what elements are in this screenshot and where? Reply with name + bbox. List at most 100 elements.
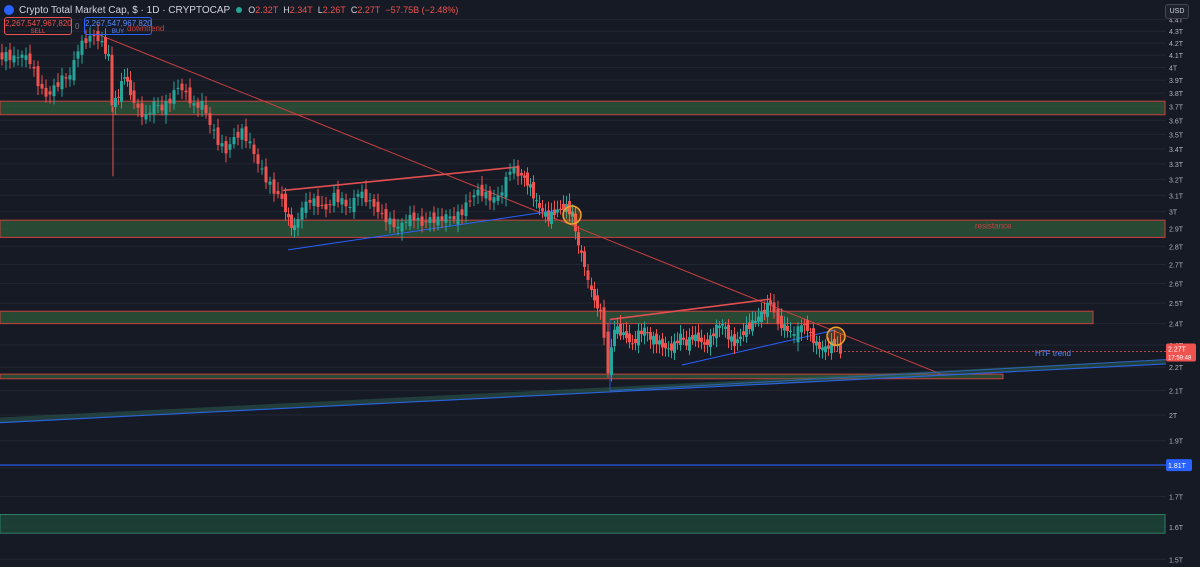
candle-body: [818, 342, 821, 349]
candle-body: [88, 35, 92, 42]
candle-body: [694, 334, 697, 341]
candle-body: [460, 209, 464, 216]
candle-body: [356, 194, 360, 197]
candle-body: [748, 322, 751, 330]
candle-body: [144, 113, 148, 120]
candle-body: [547, 210, 550, 222]
y-tick-label: 2.7T: [1169, 263, 1184, 270]
candle-body: [290, 214, 293, 228]
y-tick-label: 2.2T: [1169, 365, 1184, 372]
candle-body: [476, 189, 480, 196]
candle-body: [532, 181, 535, 199]
current-price-tag: [1166, 343, 1196, 362]
countdown-label: 17:59:48: [1168, 356, 1192, 362]
candle-body: [164, 100, 168, 116]
y-tick-label: 3.4T: [1169, 147, 1184, 154]
candle-body: [766, 302, 769, 317]
candle-body: [328, 204, 332, 206]
candle-body: [107, 53, 110, 57]
candle-body: [60, 75, 64, 90]
candle-body: [736, 339, 739, 344]
candle-body: [188, 87, 192, 104]
candle-body: [40, 83, 44, 89]
candle-body: [745, 324, 748, 337]
current-price-label: 2.27T: [1168, 347, 1187, 354]
annotations: downtrend resistance HTF trend: [127, 24, 1071, 358]
annotation-label: downtrend: [127, 24, 164, 33]
price-zone: [0, 514, 1166, 534]
candle-body: [364, 189, 368, 203]
candle-body: [661, 338, 664, 348]
candle-body: [276, 190, 280, 195]
candle-body: [649, 332, 652, 340]
candle-body: [480, 184, 484, 197]
candle-body: [216, 127, 220, 145]
candle-body: [574, 213, 577, 232]
candle-body: [776, 309, 780, 325]
candle-body: [670, 343, 673, 351]
candle-body: [212, 129, 216, 131]
candle-body: [733, 334, 736, 347]
candle-body: [468, 200, 472, 202]
annotation-label: resistance: [975, 222, 1012, 231]
candle-body: [260, 168, 264, 170]
candle-body: [368, 200, 372, 202]
sell-button[interactable]: 2,267,547,967,820 SELL: [4, 17, 72, 35]
candle-body: [640, 330, 643, 335]
currency-selector[interactable]: USD: [1165, 4, 1189, 19]
candle-body: [268, 181, 272, 185]
candle-body: [196, 102, 200, 108]
candle-body: [697, 332, 700, 342]
candle-body: [28, 53, 32, 65]
candle-body: [56, 82, 60, 87]
candle-body: [148, 112, 152, 114]
candle-body: [252, 144, 256, 155]
candle-body: [448, 216, 452, 219]
candle-body: [388, 218, 392, 225]
candle-body: [682, 337, 685, 340]
candle-body: [44, 87, 48, 97]
candle-body: [593, 289, 596, 301]
candle-body: [324, 204, 328, 210]
candle-body: [452, 216, 456, 220]
trend-line: [287, 207, 571, 251]
symbol-title[interactable]: Crypto Total Market Cap, $ · 1D · CRYPTO…: [19, 4, 231, 16]
y-tick-label: 3.1T: [1169, 193, 1184, 200]
candle-body: [308, 199, 312, 203]
candle-body: [700, 337, 703, 343]
candle-body: [160, 104, 164, 111]
candle-body: [256, 154, 260, 164]
candle-body: [64, 77, 68, 79]
y-tick-label: 2.5T: [1169, 301, 1184, 308]
candle-body: [126, 76, 129, 82]
candle-body: [508, 171, 512, 175]
candle-body: [396, 226, 400, 229]
candle-body: [0, 52, 4, 60]
candle-body: [192, 103, 196, 106]
candle-body: [420, 216, 424, 226]
candle-body: [742, 331, 745, 336]
candle-body: [673, 341, 676, 353]
y-tick-label: 3.8T: [1169, 91, 1184, 98]
candle-body: [706, 339, 709, 345]
buy-price: 2,267,547,967,820: [85, 19, 152, 28]
candle-body: [679, 333, 682, 346]
candle-body: [751, 320, 754, 332]
candle-body: [568, 201, 571, 215]
candle-body: [123, 77, 126, 79]
candle-body: [783, 324, 786, 331]
candle-body: [436, 216, 440, 226]
candle-body: [616, 326, 619, 334]
candle-body: [634, 338, 637, 344]
sell-label: SELL: [30, 29, 46, 35]
market-status-icon: [236, 7, 243, 13]
candle-body: [236, 131, 240, 138]
buy-button[interactable]: 2,267,547,967,820 BUY: [84, 17, 152, 35]
candle-body: [727, 324, 730, 340]
candle-body: [384, 209, 388, 223]
candle-body: [428, 217, 432, 224]
y-axis: 4.4T 4.3T 4.2T 4.1T 4T 3.9T 3.8T 3.7T 3.6T 3.5T 3.…: [836, 0, 1200, 567]
candle-body: [376, 201, 380, 213]
candle-body: [760, 311, 763, 323]
